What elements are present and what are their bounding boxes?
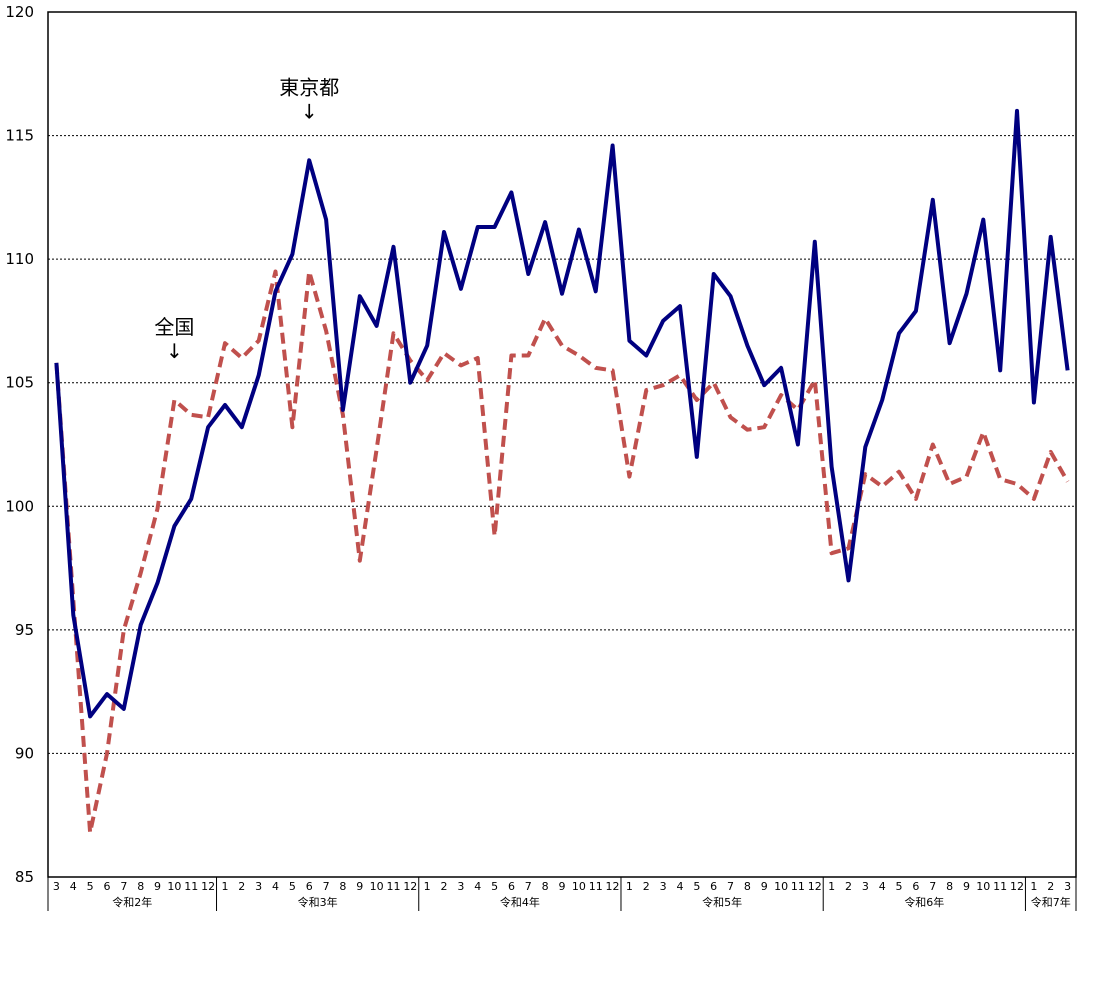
annotation-arrow: ↓: [166, 339, 183, 363]
x-tick-label: 1: [828, 880, 835, 893]
x-tick-label: 7: [120, 880, 127, 893]
x-tick-label: 7: [727, 880, 734, 893]
x-tick-label: 3: [53, 880, 60, 893]
y-tick-label: 110: [5, 250, 34, 268]
x-tick-label: 8: [542, 880, 549, 893]
x-tick-label: 3: [1064, 880, 1071, 893]
x-tick-label: 12: [606, 880, 620, 893]
x-tick-label: 12: [403, 880, 417, 893]
x-tick-label: 3: [457, 880, 464, 893]
x-tick-label: 12: [201, 880, 215, 893]
x-tick-label: 8: [339, 880, 346, 893]
x-tick-label: 8: [137, 880, 144, 893]
series-lines: [54, 108, 1070, 835]
x-tick-label: 2: [643, 880, 650, 893]
year-group-label: 令和7年: [1031, 895, 1071, 909]
x-axis: 3 4 5 6 7 8 9 10 11 12 1 2 3 4 5 6 7 8 9 10 11 12 1 2 3 4 5 6 7 8 9 10 1…: [47, 877, 1077, 911]
annotation-arrow: ↓: [301, 99, 318, 123]
x-tick-label: 7: [525, 880, 532, 893]
y-tick-label: 115: [5, 127, 34, 145]
x-tick-label: 1: [424, 880, 431, 893]
x-tick-label: 9: [761, 880, 768, 893]
x-tick-label: 7: [323, 880, 330, 893]
gridlines: [48, 135, 1076, 754]
y-axis: 85 90 95 100 105 110 115 120: [5, 3, 34, 886]
x-tick-label: 5: [896, 880, 903, 893]
annotation-label: 全国: [154, 315, 194, 339]
x-tick-label: 9: [559, 880, 566, 893]
year-group-label: 令和2年: [112, 895, 152, 909]
y-tick-label: 105: [5, 374, 34, 392]
x-tick-label: 1: [1030, 880, 1037, 893]
y-tick-label: 95: [15, 621, 34, 639]
year-group-label: 令和4年: [500, 895, 540, 909]
x-tick-label: 9: [963, 880, 970, 893]
x-tick-label: 4: [676, 880, 683, 893]
y-tick-label: 100: [5, 497, 34, 515]
year-group-label: 令和6年: [904, 895, 944, 909]
x-tick-label: 6: [306, 880, 313, 893]
x-tick-label: 10: [167, 880, 181, 893]
x-tick-label: 1: [626, 880, 633, 893]
x-tick-label: 9: [154, 880, 161, 893]
annotations: 東京都↓全国↓: [154, 75, 339, 363]
annotation-label: 東京都: [279, 75, 339, 99]
x-tick-label: 10: [370, 880, 384, 893]
x-tick-label: 11: [386, 880, 400, 893]
series-line-tokyo: [54, 108, 1070, 719]
x-tick-label: 4: [70, 880, 77, 893]
x-tick-label: 5: [87, 880, 94, 893]
x-tick-label: 9: [356, 880, 363, 893]
x-tick-label: 7: [929, 880, 936, 893]
x-tick-label: 5: [693, 880, 700, 893]
x-tick-label: 5: [491, 880, 498, 893]
x-tick-label: 11: [993, 880, 1007, 893]
x-tick-label: 4: [474, 880, 481, 893]
x-tick-label: 2: [1047, 880, 1054, 893]
x-tick-label: 2: [845, 880, 852, 893]
x-tick-label: 3: [660, 880, 667, 893]
x-tick-label: 12: [1010, 880, 1024, 893]
plot-area-frame: [47, 11, 1077, 878]
x-tick-label: 2: [238, 880, 245, 893]
y-tick-label: 85: [15, 868, 34, 886]
year-group-label: 令和5年: [702, 895, 742, 909]
x-tick-label: 4: [879, 880, 886, 893]
x-tick-label: 10: [976, 880, 990, 893]
x-tick-label: 6: [103, 880, 110, 893]
series-line-national: [54, 269, 1070, 835]
x-tick-label: 6: [912, 880, 919, 893]
x-tick-label: 2: [441, 880, 448, 893]
x-tick-label: 8: [946, 880, 953, 893]
x-tick-label: 10: [572, 880, 586, 893]
x-tick-label: 11: [184, 880, 198, 893]
y-tick-label: 90: [15, 744, 34, 762]
x-tick-label: 6: [710, 880, 717, 893]
x-tick-label: 3: [862, 880, 869, 893]
x-tick-label: 12: [808, 880, 822, 893]
x-tick-label: 11: [791, 880, 805, 893]
x-tick-label: 8: [744, 880, 751, 893]
x-tick-label: 11: [589, 880, 603, 893]
x-tick-label: 5: [289, 880, 296, 893]
year-group-label: 令和3年: [298, 895, 338, 909]
x-tick-label: 6: [508, 880, 515, 893]
y-tick-label: 120: [5, 3, 34, 21]
x-tick-label: 4: [272, 880, 279, 893]
x-tick-label: 3: [255, 880, 262, 893]
x-tick-label: 10: [774, 880, 788, 893]
x-tick-label: 1: [221, 880, 228, 893]
